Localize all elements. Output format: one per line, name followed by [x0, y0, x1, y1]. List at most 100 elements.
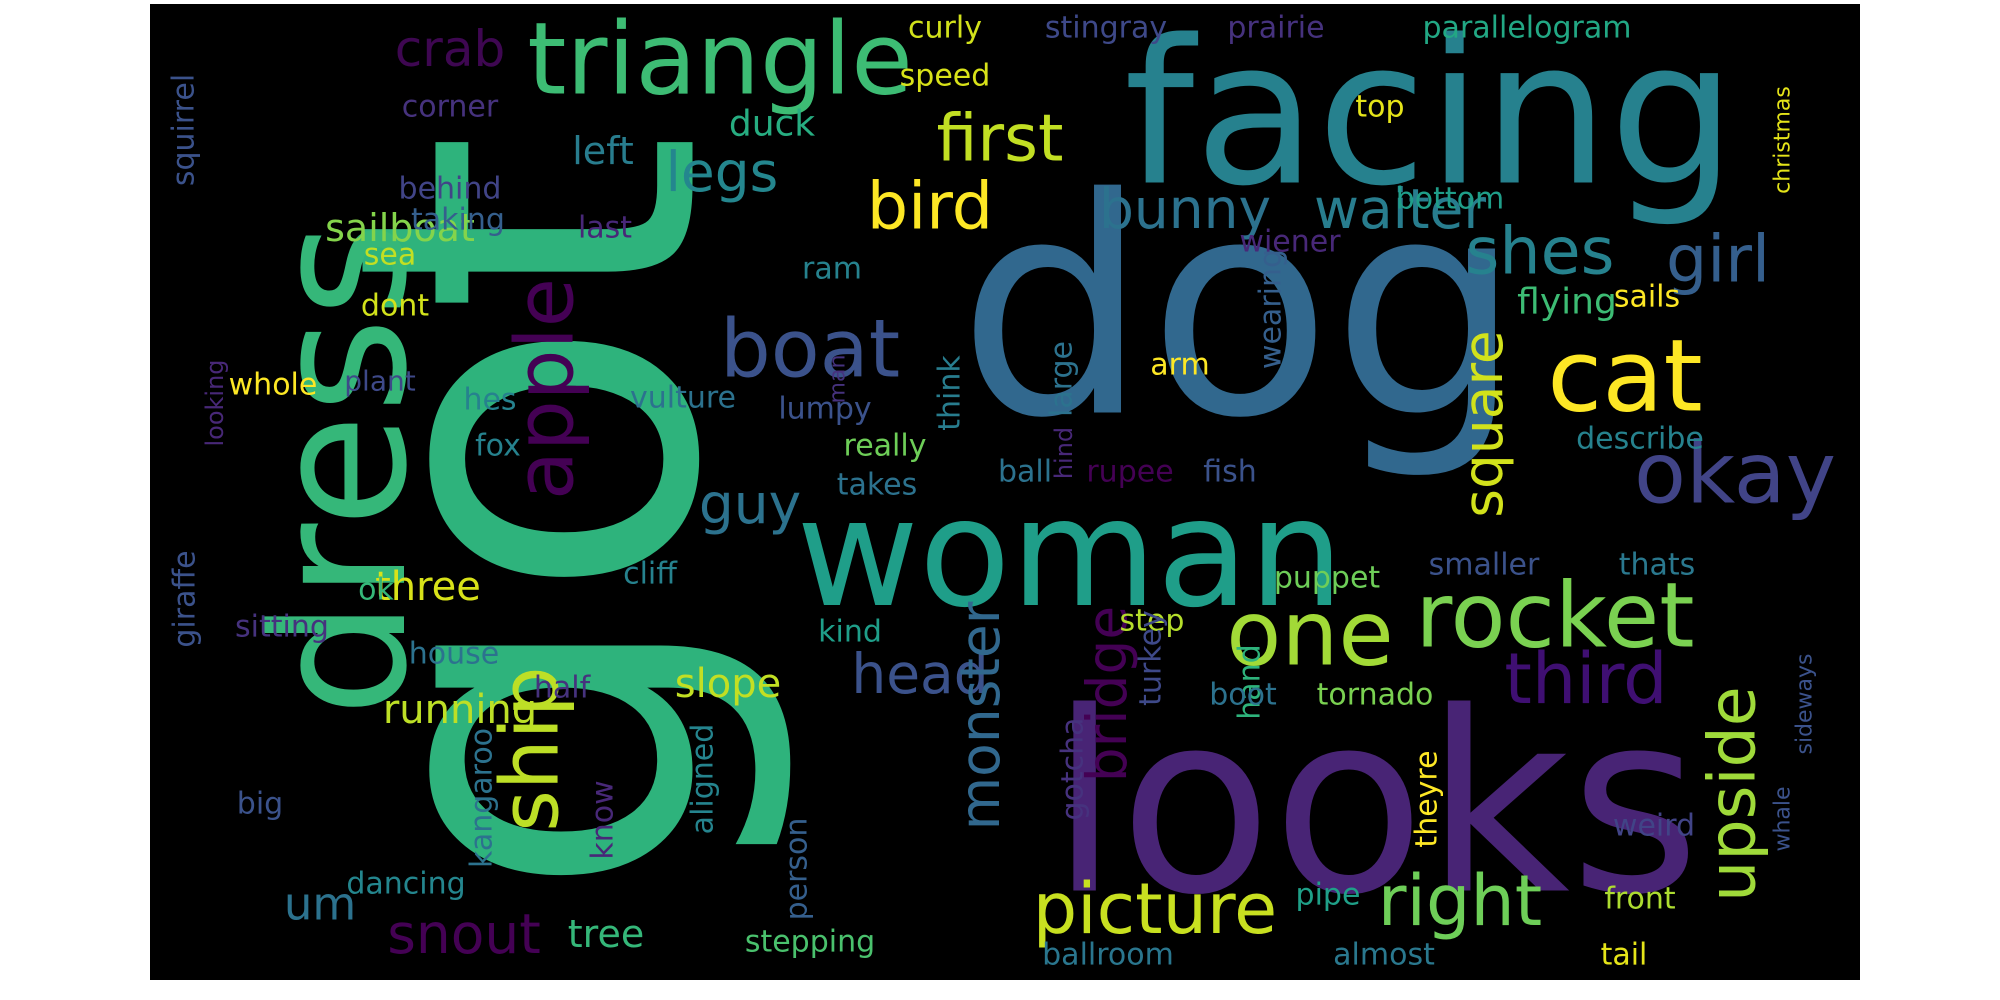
word-tree: tree — [568, 912, 644, 956]
word-taking: taking — [411, 203, 505, 238]
word-woman: woman — [796, 467, 1344, 641]
word-fish: fish — [1203, 455, 1257, 490]
word-facing: facing — [1124, 4, 1736, 231]
word-legs: legs — [666, 140, 779, 204]
word-sailboat: sailboat — [325, 206, 475, 250]
word-ship: ship — [484, 666, 577, 831]
word-weird: weird — [1613, 809, 1695, 844]
word-looking: looking — [201, 359, 229, 446]
word-upside: upside — [1696, 686, 1771, 902]
word-cliff: cliff — [623, 557, 678, 592]
word-parallelogram: parallelogram — [1423, 11, 1632, 46]
word-big: big — [237, 787, 283, 822]
word-three: three — [375, 564, 481, 610]
word-cloud-canvas: got dog looks facing dress woman triangle cat ro… — [167, 4, 1837, 973]
word-whale: whale — [1771, 786, 1796, 851]
word-bottom: bottom — [1396, 182, 1505, 217]
word-aligned: aligned — [686, 724, 721, 835]
word-boot: boot — [1209, 678, 1277, 713]
word-last: last — [578, 211, 632, 246]
word-puppet: puppet — [1274, 561, 1381, 596]
word-vulture: vulture — [630, 381, 736, 416]
word-triangle: triangle — [527, 4, 913, 118]
word-waiter: waiter — [1314, 177, 1486, 241]
word-sitting: sitting — [235, 610, 329, 645]
word-sea: sea — [364, 238, 416, 273]
word-stepping: stepping — [745, 925, 875, 960]
word-um: um — [284, 878, 356, 931]
word-person: person — [780, 818, 815, 921]
word-shes: shes — [1466, 215, 1615, 290]
word-gotcha: gotcha — [1056, 717, 1091, 820]
word-duck: duck — [729, 104, 815, 145]
word-curly: curly — [908, 11, 982, 46]
word-corner: corner — [402, 90, 499, 125]
word-sideways: sideways — [1793, 653, 1818, 754]
word-giraffe: giraffe — [168, 550, 203, 647]
word-ok: ok — [358, 573, 394, 608]
word-one: one — [1226, 582, 1393, 687]
word-whole: whole — [229, 368, 318, 403]
word-hind: hind — [1050, 427, 1078, 479]
word-guy: guy — [699, 472, 801, 536]
word-bird: bird — [867, 170, 993, 245]
word-head: head — [851, 642, 988, 706]
word-dog: dog — [958, 135, 1522, 484]
word-rocket: rocket — [1415, 564, 1694, 669]
word-half: half — [534, 671, 592, 706]
word-okay: okay — [1634, 425, 1836, 524]
word-fox: fox — [475, 429, 521, 464]
word-takes: takes — [837, 468, 918, 503]
word-bunny: bunny — [1099, 177, 1271, 241]
word-cloud: got dog looks facing dress woman triangle cat ro… — [150, 4, 1860, 980]
word-flying: flying — [1517, 282, 1617, 323]
word-ball: ball — [998, 455, 1052, 490]
word-theyre: theyre — [1410, 750, 1445, 847]
word-kind: kind — [818, 615, 882, 650]
word-boat: boat — [720, 303, 900, 396]
word-running: running — [383, 687, 537, 733]
word-right: right — [1378, 860, 1542, 942]
word-ballroom: ballroom — [1042, 938, 1174, 973]
word-speed: speed — [900, 59, 991, 94]
word-large: large — [1045, 341, 1080, 417]
word-lumpy: lumpy — [778, 392, 871, 427]
word-tail: tail — [1601, 938, 1648, 973]
word-rupee: rupee — [1086, 455, 1173, 490]
word-slope: slope — [675, 661, 781, 707]
word-man: man — [826, 355, 851, 404]
word-step: step — [1120, 604, 1185, 639]
word-tornado: tornado — [1317, 678, 1434, 713]
word-snout: snout — [387, 902, 541, 966]
word-smaller: smaller — [1429, 548, 1540, 583]
word-wearing: wearing — [1254, 249, 1289, 369]
word-first: first — [936, 102, 1063, 177]
word-dont: dont — [361, 289, 429, 324]
word-bridge: bridge — [1075, 606, 1139, 782]
word-thats: thats — [1619, 548, 1696, 583]
word-pipe: pipe — [1296, 878, 1361, 913]
word-looks: looks — [1050, 659, 1700, 950]
word-got: got — [257, 131, 804, 901]
word-hand: hand — [1233, 644, 1268, 719]
word-apple: apple — [499, 278, 592, 500]
word-front: front — [1604, 882, 1676, 917]
word-hes: hes — [463, 383, 516, 418]
word-squirrel: squirrel — [167, 74, 202, 186]
word-plant: plant — [344, 365, 415, 398]
word-picture: picture — [1033, 868, 1278, 950]
word-arm: arm — [1150, 348, 1209, 383]
word-crab: crab — [395, 20, 505, 78]
word-sails: sails — [1614, 280, 1680, 315]
word-dress: dress — [232, 221, 448, 717]
word-monster: monster — [948, 601, 1012, 830]
word-left: left — [572, 129, 634, 173]
word-think: think — [933, 355, 968, 431]
word-girl: girl — [1666, 223, 1770, 298]
word-almost: almost — [1333, 938, 1435, 973]
word-ram: ram — [802, 252, 862, 287]
word-prairie: prairie — [1227, 11, 1324, 46]
word-stingray: stingray — [1045, 11, 1167, 46]
word-third: third — [1504, 638, 1667, 720]
word-really: really — [844, 429, 927, 464]
